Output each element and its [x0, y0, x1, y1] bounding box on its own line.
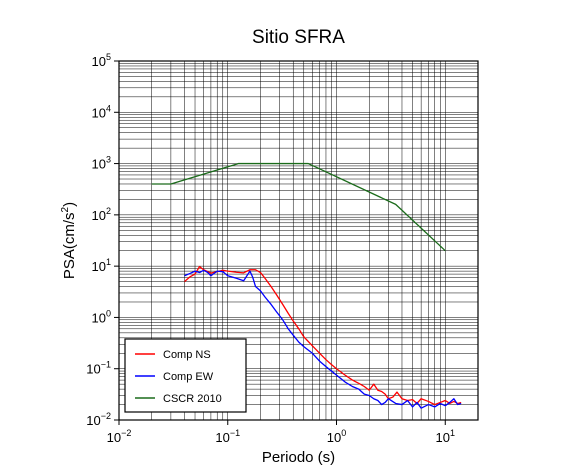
x-tick-label: 101: [436, 428, 455, 445]
y-tick-label: 103: [92, 155, 111, 172]
y-tick-exponent: −2: [101, 411, 111, 421]
y-tick-exponent: 5: [106, 52, 111, 62]
x-tick-label: 10−2: [107, 428, 132, 445]
x-tick-base: 10: [107, 430, 121, 445]
y-tick-exponent: 3: [106, 155, 111, 165]
x-tick-base: 10: [215, 430, 229, 445]
y-tick-exponent: 1: [106, 257, 111, 267]
x-tick-label: 10−1: [215, 428, 240, 445]
x-tick-exponent: 1: [450, 428, 455, 438]
legend-label: CSCR 2010: [163, 393, 222, 405]
x-axis-title: Periodo (s): [262, 449, 335, 466]
y-axis-title-close: ): [61, 202, 78, 207]
legend-label: Comp EW: [163, 371, 214, 383]
legend-label: Comp NS: [163, 349, 211, 361]
y-tick-label: 105: [92, 52, 111, 69]
x-tick-base: 10: [436, 430, 450, 445]
y-tick-label: 102: [92, 206, 111, 223]
x-tick-label: 100: [327, 428, 346, 445]
y-tick-base: 10: [86, 413, 100, 428]
x-tick-exponent: −1: [230, 428, 240, 438]
series-line-cscr-2010: [151, 162, 446, 252]
y-axis-title-main: PSA(cm/s: [61, 212, 78, 279]
x-tick-exponent: −2: [121, 428, 131, 438]
legend: Comp NS Comp EW CSCR 2010: [124, 338, 247, 413]
y-axis-title-sup: 2: [60, 206, 71, 212]
y-tick-base: 10: [92, 259, 106, 274]
plot-frame: [118, 60, 479, 421]
y-tick-label: 100: [92, 308, 111, 325]
y-tick-base: 10: [92, 310, 106, 325]
y-tick-base: 10: [92, 105, 106, 120]
y-tick-label: 104: [92, 103, 111, 120]
x-tick-base: 10: [327, 430, 341, 445]
series-lines: [151, 162, 462, 409]
y-tick-label: 10−1: [86, 360, 111, 377]
y-axis-title: PSA(cm/s2): [60, 202, 78, 279]
y-tick-base: 10: [92, 157, 106, 172]
y-tick-label: 101: [92, 257, 111, 274]
y-tick-exponent: −1: [101, 360, 111, 370]
y-tick-base: 10: [86, 362, 100, 377]
y-tick-exponent: 0: [106, 308, 111, 318]
y-tick-base: 10: [92, 208, 106, 223]
y-tick-label: 10−2: [86, 411, 111, 428]
y-tick-base: 10: [92, 54, 106, 69]
series-line-comp-ew: [184, 269, 462, 409]
x-tick-exponent: 0: [341, 428, 346, 438]
chart-title: Sitio SFRA: [252, 27, 345, 48]
y-tick-exponent: 4: [106, 103, 111, 113]
series-line-comp-ns: [184, 265, 462, 406]
y-tick-exponent: 2: [106, 206, 111, 216]
